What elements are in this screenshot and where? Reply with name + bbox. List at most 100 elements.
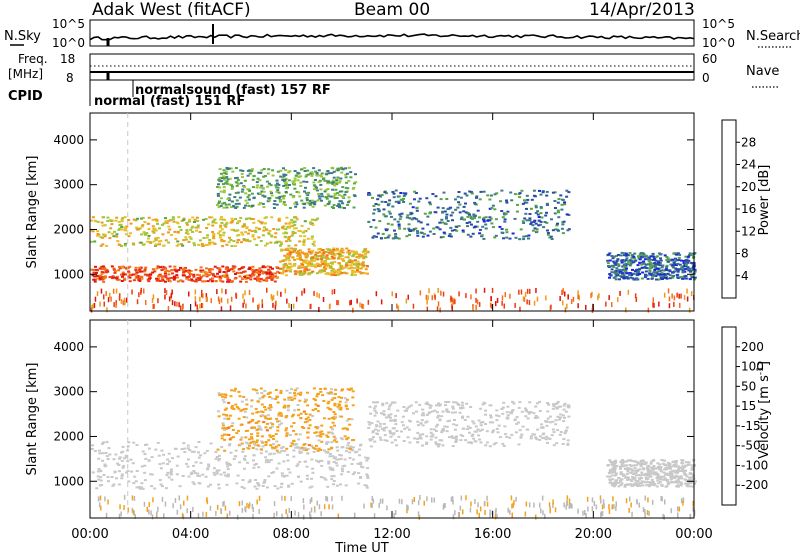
scatter-cell-band-2 bbox=[554, 419, 558, 422]
ground-scatter-cell bbox=[176, 301, 178, 307]
ground-scatter-cell bbox=[363, 503, 365, 509]
scatter-cell-band-3 bbox=[545, 190, 549, 193]
scatter-cell-band-3 bbox=[625, 473, 629, 476]
ground-scatter-cell bbox=[512, 502, 514, 508]
scatter-cell-band-1 bbox=[345, 398, 349, 401]
ground-scatter-cell bbox=[156, 511, 158, 517]
scatter-cell-band-2 bbox=[444, 404, 447, 407]
scatter-cell-band-3 bbox=[535, 228, 539, 231]
ground-scatter-cell bbox=[229, 510, 231, 516]
scatter-cell-band-5 bbox=[294, 205, 298, 208]
ground-scatter-cell bbox=[507, 507, 509, 513]
ground-scatter-cell bbox=[598, 293, 600, 299]
scatter-cell-band-5 bbox=[293, 183, 297, 186]
scatter-cell-band-4 bbox=[622, 277, 626, 280]
scatter-cell-band-1 bbox=[315, 395, 319, 398]
ground-scatter-cell bbox=[125, 297, 128, 303]
scatter-cell-band-3 bbox=[664, 478, 668, 481]
scatter-cell-band-0 bbox=[226, 277, 230, 279]
scatter-cell-band-0 bbox=[102, 441, 105, 444]
scatter-cell-band-0 bbox=[91, 444, 95, 447]
scatter-cell-band-1 bbox=[216, 448, 220, 451]
scatter-cell-band-5 bbox=[217, 183, 220, 186]
scatter-cell-band-1 bbox=[327, 431, 331, 434]
scatter-cell-band-0 bbox=[137, 485, 141, 488]
scatter-cell-band-5 bbox=[299, 175, 303, 178]
y-tick-label: 3000 bbox=[53, 178, 84, 192]
scatter-cell-band-1 bbox=[354, 262, 357, 265]
ground-scatter-cell bbox=[600, 511, 603, 517]
scatter-cell-band-0 bbox=[273, 280, 277, 283]
ground-scatter-cell bbox=[336, 300, 338, 306]
scatter-cell-band-2 bbox=[536, 416, 540, 419]
scatter-cell-band-0 bbox=[335, 458, 339, 461]
scatter-cell-band-0 bbox=[327, 462, 331, 465]
scatter-cell-band-2 bbox=[484, 413, 488, 416]
scatter-cell-band-2 bbox=[167, 231, 170, 234]
scatter-cell-band-1 bbox=[303, 270, 307, 273]
scatter-cell-band-0 bbox=[219, 279, 223, 282]
scatter-cell-band-2 bbox=[236, 241, 239, 244]
scatter-cell-band-1 bbox=[289, 247, 293, 250]
scatter-cell-band-1 bbox=[260, 435, 264, 438]
scatter-cell-band-3 bbox=[438, 228, 442, 231]
scatter-cell-band-3 bbox=[562, 220, 566, 223]
scatter-cell-band-4 bbox=[626, 277, 630, 280]
scatter-cell-band-0 bbox=[365, 486, 369, 489]
scatter-cell-band-5 bbox=[319, 188, 323, 191]
scatter-cell-band-3 bbox=[446, 220, 450, 222]
scatter-cell-band-2 bbox=[167, 225, 171, 228]
scatter-cell-band-1 bbox=[304, 261, 308, 264]
scatter-cell-band-3 bbox=[490, 222, 494, 225]
scatter-cell-band-3 bbox=[534, 206, 538, 209]
scatter-cell-band-3 bbox=[685, 475, 689, 478]
ground-scatter-cell bbox=[112, 288, 115, 294]
ground-scatter-cell bbox=[436, 306, 439, 312]
scatter-cell-band-4 bbox=[688, 268, 692, 271]
scatter-cell-band-2 bbox=[370, 438, 374, 441]
scatter-cell-band-5 bbox=[310, 174, 314, 177]
scatter-cell-band-2 bbox=[291, 232, 295, 235]
scatter-cell-band-3 bbox=[402, 194, 406, 197]
scatter-cell-band-0 bbox=[228, 464, 232, 466]
scatter-cell-band-0 bbox=[267, 272, 271, 275]
scatter-cell-band-0 bbox=[346, 470, 350, 473]
scatter-cell-band-0 bbox=[149, 473, 153, 476]
power-ylabel: Slant Range [km] bbox=[25, 156, 40, 269]
scatter-cell-band-2 bbox=[129, 232, 132, 235]
scatter-cell-band-0 bbox=[191, 481, 195, 484]
ground-scatter-cell bbox=[108, 292, 111, 298]
scatter-cell-band-1 bbox=[313, 259, 316, 262]
scatter-cell-band-1 bbox=[247, 421, 251, 424]
scatter-cell-band-4 bbox=[610, 268, 614, 271]
scatter-cell-band-2 bbox=[101, 243, 105, 246]
scatter-cell-band-0 bbox=[344, 484, 348, 487]
scatter-cell-band-4 bbox=[625, 267, 628, 270]
scatter-cell-band-2 bbox=[393, 418, 397, 421]
ground-scatter-cell bbox=[310, 507, 313, 513]
scatter-cell-band-3 bbox=[669, 467, 672, 470]
scatter-cell-band-3 bbox=[553, 212, 557, 215]
scatter-cell-band-1 bbox=[326, 402, 330, 405]
scatter-cell-band-3 bbox=[535, 230, 539, 233]
scatter-cell-band-1 bbox=[337, 257, 340, 260]
ground-scatter-cell bbox=[188, 291, 190, 297]
scatter-cell-band-2 bbox=[529, 435, 533, 438]
ground-scatter-cell bbox=[337, 300, 340, 306]
scatter-cell-band-2 bbox=[259, 221, 263, 224]
scatter-cell-band-1 bbox=[314, 426, 318, 428]
scatter-cell-band-3 bbox=[614, 459, 618, 462]
ground-scatter-cell bbox=[526, 299, 528, 305]
scatter-cell-band-0 bbox=[161, 278, 165, 281]
scatter-cell-band-1 bbox=[356, 264, 360, 267]
scatter-cell-band-2 bbox=[538, 400, 542, 403]
scatter-cell-band-1 bbox=[269, 421, 273, 424]
scatter-cell-band-0 bbox=[111, 484, 115, 487]
scatter-cell-band-3 bbox=[500, 189, 504, 192]
scatter-cell-band-5 bbox=[267, 182, 271, 185]
scatter-cell-band-2 bbox=[147, 234, 151, 237]
ground-scatter-cell bbox=[183, 500, 185, 506]
scatter-cell-band-1 bbox=[336, 272, 340, 275]
scatter-cell-band-1 bbox=[265, 429, 269, 432]
scatter-cell-band-5 bbox=[250, 204, 254, 207]
